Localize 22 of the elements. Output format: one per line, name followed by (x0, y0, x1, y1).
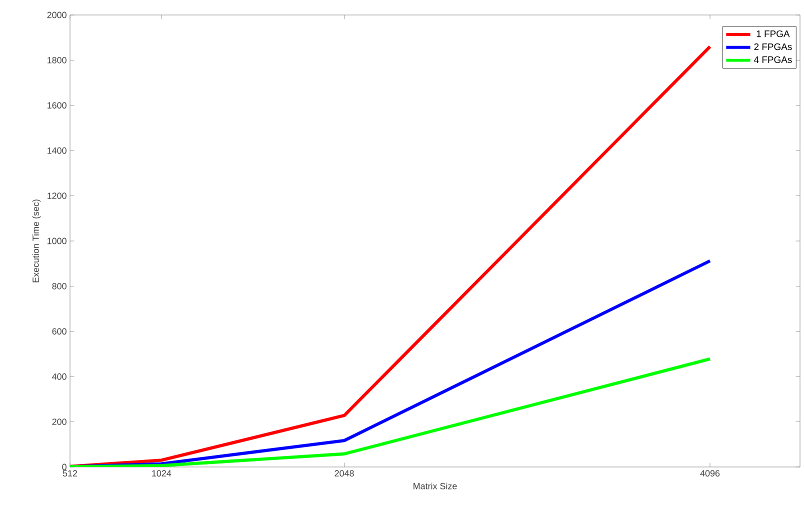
x-tick-label: 512 (62, 470, 78, 477)
line-series (70, 45, 712, 467)
y-tick-label: 1200 (48, 192, 66, 199)
y-tick-label: 2000 (47, 12, 66, 18)
x-tick-label: 2048 (334, 470, 354, 477)
y-tick-label: 800 (52, 283, 66, 290)
y-tick-label: 400 (52, 373, 66, 380)
x-tick-label: 1024 (152, 470, 172, 477)
x-axis-title: Matrix Size (414, 482, 457, 490)
y-tick-label: 200 (52, 418, 66, 425)
legend-label: 1 FPGA (756, 30, 790, 38)
y-tick-label: 1000 (48, 238, 66, 244)
y-tick-label: 0 (62, 464, 66, 470)
legend-label: 4 FPGAs (754, 56, 792, 64)
line-series (70, 357, 712, 467)
y-tick-label: 1400 (48, 147, 66, 154)
y-tick-label: 600 (52, 328, 66, 335)
y-tick-label: 1800 (48, 57, 66, 64)
y-tick-label: 1600 (48, 102, 66, 109)
x-tick-label: 4096 (700, 470, 720, 477)
legend-label: 2 FPGAs (754, 43, 792, 50)
y-axis-title: Execution Time (sec) (32, 200, 41, 282)
